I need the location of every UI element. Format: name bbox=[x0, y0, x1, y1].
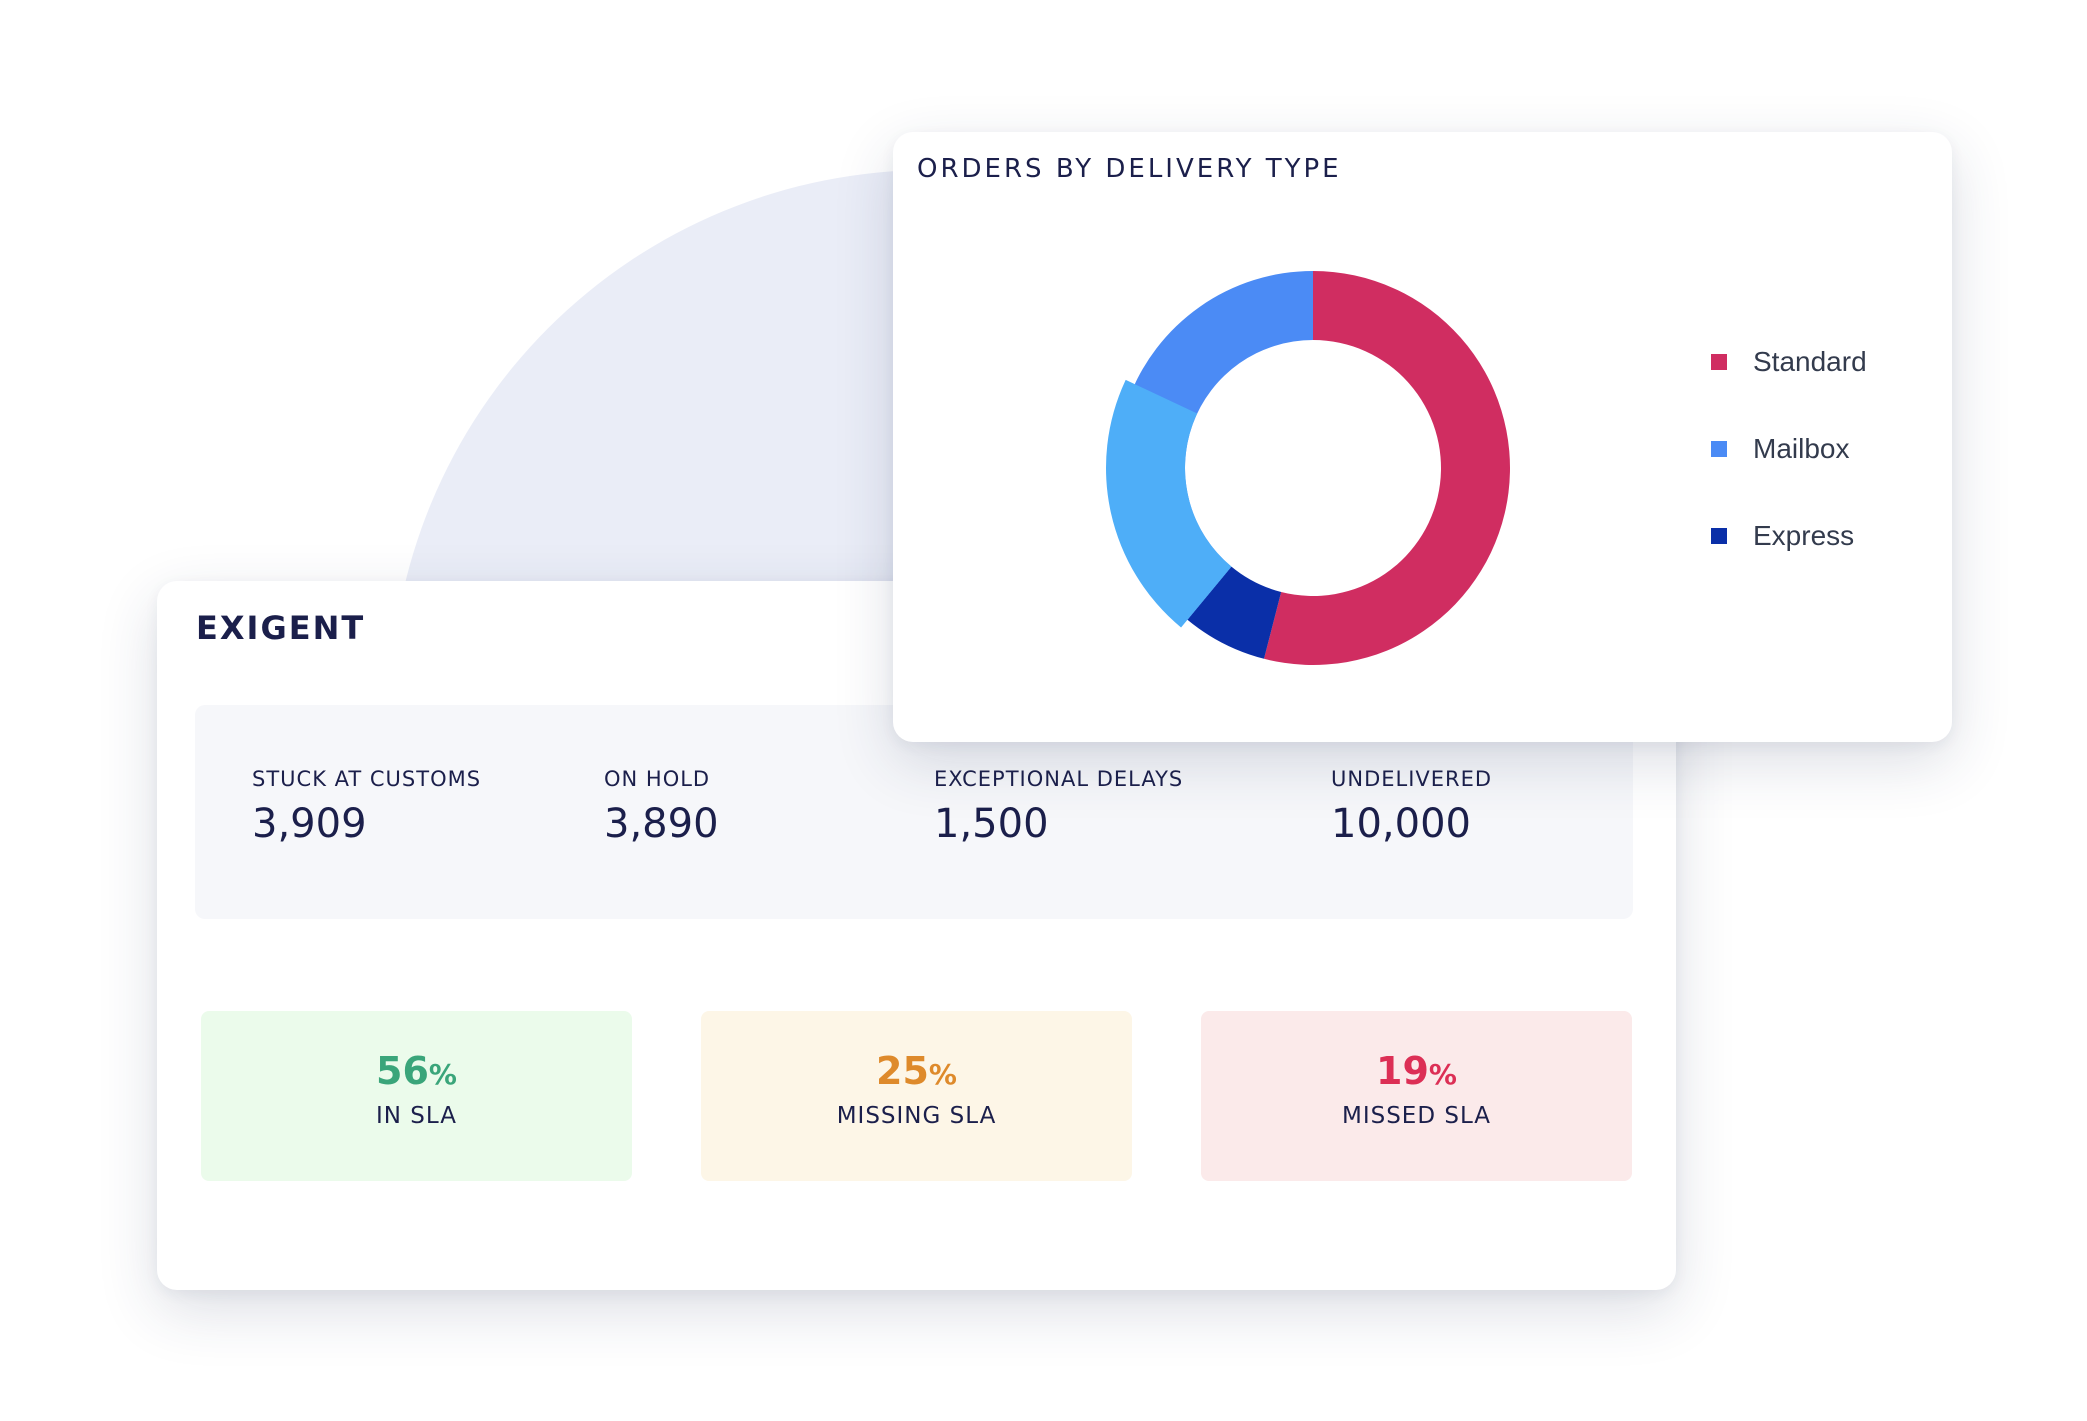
donut-slice-standard[interactable] bbox=[1264, 271, 1510, 666]
stat-undelivered: UNDELIVERED 10,000 bbox=[1331, 767, 1492, 847]
legend-item-mailbox[interactable]: Mailbox bbox=[1711, 427, 1867, 471]
stat-label: EXCEPTIONAL DELAYS bbox=[934, 767, 1184, 791]
sla-value: 25% bbox=[876, 1049, 957, 1093]
sla-label: MISSED SLA bbox=[1341, 1103, 1492, 1129]
sla-in-sla: 56% IN SLA bbox=[201, 1011, 632, 1181]
legend-item-express[interactable]: Express bbox=[1711, 514, 1867, 558]
legend-label: Express bbox=[1753, 520, 1855, 551]
stat-value: 3,890 bbox=[604, 801, 719, 847]
legend-label: Mailbox bbox=[1753, 433, 1850, 464]
legend-item-standard[interactable]: Standard bbox=[1711, 340, 1867, 384]
stat-value: 3,909 bbox=[252, 801, 367, 847]
stat-value: 10,000 bbox=[1331, 801, 1471, 847]
stat-stuck-at-customs: STUCK AT CUSTOMS 3,909 bbox=[252, 767, 481, 847]
stat-label: UNDELIVERED bbox=[1331, 767, 1493, 791]
stat-on-hold: ON HOLD 3,890 bbox=[604, 767, 719, 847]
legend-label: Standard bbox=[1753, 346, 1867, 377]
stat-label: STUCK AT CUSTOMS bbox=[252, 767, 482, 791]
legend-swatch bbox=[1711, 528, 1727, 544]
stat-label: ON HOLD bbox=[604, 767, 711, 791]
donut-chart bbox=[1106, 271, 1510, 666]
sla-value: 19% bbox=[1376, 1049, 1457, 1093]
sla-label: MISSING SLA bbox=[836, 1103, 997, 1129]
exigent-title: EXIGENT bbox=[196, 609, 366, 647]
chart-legend: Standard Mailbox Express bbox=[1711, 340, 1867, 601]
donut-slice-highlight[interactable] bbox=[1106, 379, 1232, 628]
orders-title: ORDERS BY DELIVERY TYPE bbox=[917, 154, 1342, 184]
stat-exceptional-delays: EXCEPTIONAL DELAYS 1,500 bbox=[934, 767, 1183, 847]
sla-value: 56% bbox=[376, 1049, 457, 1093]
legend-swatch bbox=[1711, 441, 1727, 457]
orders-card: ORDERS BY DELIVERY TYPE Standard Mailbox… bbox=[893, 132, 1952, 742]
sla-label: IN SLA bbox=[376, 1103, 457, 1129]
stat-value: 1,500 bbox=[934, 801, 1049, 847]
sla-missing-sla: 25% MISSING SLA bbox=[701, 1011, 1132, 1181]
donut-slice-express[interactable] bbox=[1187, 566, 1282, 659]
sla-missed-sla: 19% MISSED SLA bbox=[1201, 1011, 1632, 1181]
legend-swatch bbox=[1711, 354, 1727, 370]
